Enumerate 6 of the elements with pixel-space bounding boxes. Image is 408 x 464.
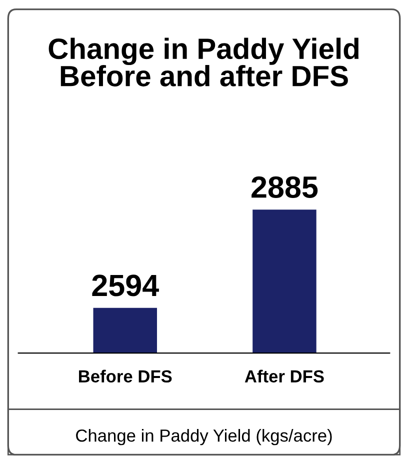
x-tick-label: After DFS	[244, 370, 324, 383]
data-label: 2885	[252, 176, 318, 198]
chart-title: Change in Paddy Yield Before and after DFS	[48, 38, 358, 86]
data-label: 2594	[92, 274, 159, 296]
x-tick-label: Before DFS	[79, 370, 172, 383]
x-axis-title: Change in Paddy Yield (kgs/acre)	[76, 428, 332, 446]
